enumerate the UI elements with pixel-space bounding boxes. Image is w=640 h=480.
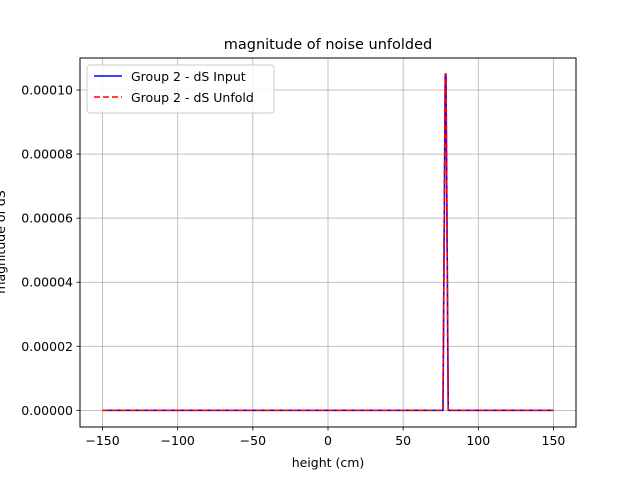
legend-box xyxy=(86,64,275,114)
chart-title: magnitude of noise unfolded xyxy=(224,37,433,53)
x-axis-ticks: −150 −100 −50 0 50 100 150 xyxy=(85,427,565,448)
x-tick-label: −100 xyxy=(161,433,195,448)
y-tick-label: 0.00002 xyxy=(21,339,73,354)
series-lines xyxy=(102,73,554,412)
y-tick-label: 0.00000 xyxy=(21,403,73,418)
y-tick-label: 0.00004 xyxy=(21,275,73,290)
y-axis-ticks: 0.00000 0.00002 0.00004 0.00006 0.00008 0.000… xyxy=(21,83,80,418)
y-tick-label: 0.00008 xyxy=(21,147,73,162)
legend-label-input: Group 2 - dS Input xyxy=(131,69,246,84)
x-axis-label: height (cm) xyxy=(292,455,365,470)
legend: Group 2 - dS Input Group 2 - dS Unfold xyxy=(86,64,275,114)
y-tick-label: 0.00010 xyxy=(21,83,73,98)
x-tick-label: −150 xyxy=(85,433,119,448)
x-tick-label: 50 xyxy=(395,433,411,448)
y-axis-label: magnitude of dS xyxy=(0,190,8,294)
series-line-unfold xyxy=(102,73,554,412)
legend-label-unfold: Group 2 - dS Unfold xyxy=(131,90,254,105)
x-tick-label: 0 xyxy=(324,433,332,448)
y-tick-label: 0.00006 xyxy=(21,211,73,226)
x-tick-label: −50 xyxy=(240,433,266,448)
x-tick-label: 100 xyxy=(466,433,490,448)
x-tick-label: 150 xyxy=(542,433,566,448)
